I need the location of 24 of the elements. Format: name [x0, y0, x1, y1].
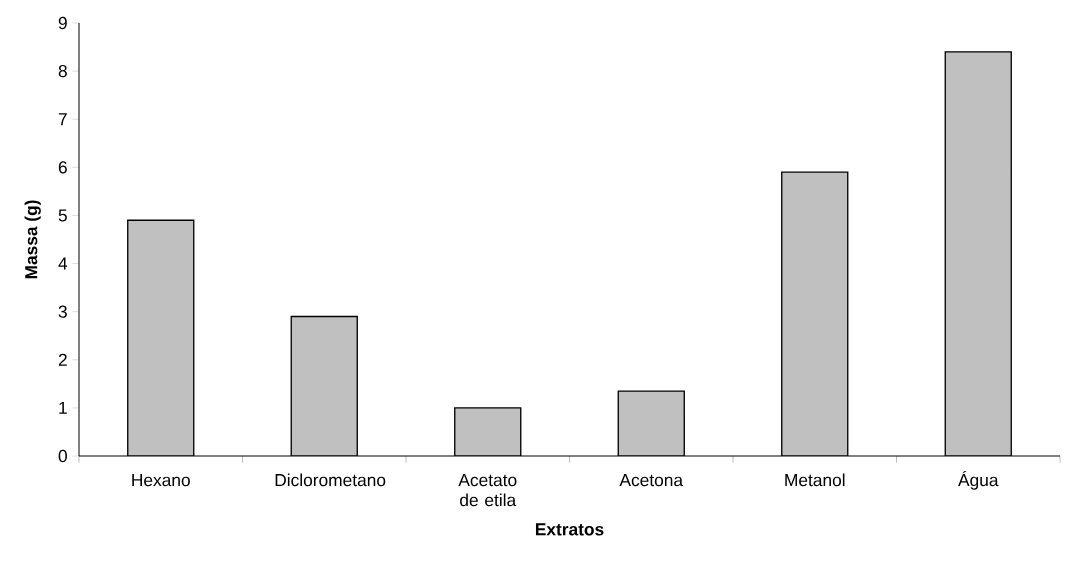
- y-tick-label: 9: [58, 16, 67, 30]
- y-tick-label: 3: [58, 305, 67, 318]
- bar: [454, 407, 522, 456]
- x-axis-title: Extratos: [535, 523, 604, 536]
- y-axis-title: Massa (g): [24, 200, 41, 279]
- x-tick-label: Metanol: [785, 473, 845, 487]
- x-tick-label: Acetato de etila: [458, 474, 517, 507]
- bar: [781, 171, 849, 456]
- bar: [290, 315, 358, 456]
- y-tick-label: 7: [58, 113, 67, 126]
- y-tick-label: 6: [58, 161, 67, 174]
- y-tick-label: 8: [58, 64, 67, 78]
- y-tick-label: 0: [58, 449, 67, 463]
- x-tick-label: Água: [958, 471, 999, 490]
- x-tick-label: Hexano: [132, 474, 190, 487]
- y-tick-label: 1: [59, 401, 67, 414]
- x-tick-label: Diclorometano: [275, 473, 386, 487]
- bar: [944, 51, 1012, 456]
- y-tick-label: 2: [58, 353, 67, 366]
- y-tick-label: 5: [58, 209, 67, 222]
- bar: [127, 219, 195, 456]
- bar: [617, 390, 685, 456]
- x-tick-label: Acetona: [619, 474, 684, 487]
- y-tick-label: 4: [58, 257, 68, 270]
